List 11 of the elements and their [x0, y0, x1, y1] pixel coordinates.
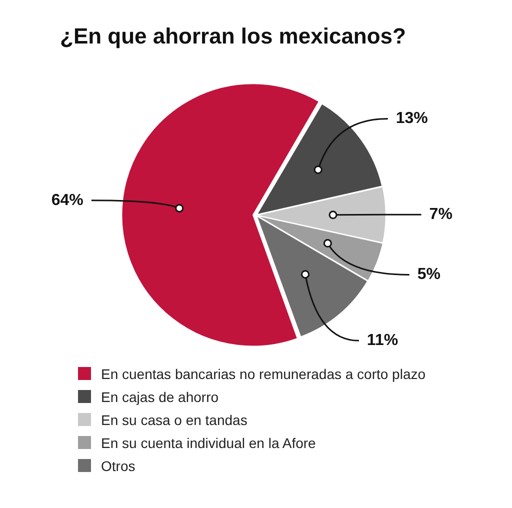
legend-label: Otros	[101, 458, 136, 474]
legend-label: En su casa o en tandas	[101, 412, 248, 428]
legend-label: En cuentas bancarias no remuneradas a corto plazo	[101, 366, 426, 382]
legend-label: En su cuenta individual en la Afore	[101, 434, 316, 450]
chart-title: ¿En que ahorran los mexicanos?	[60, 23, 406, 48]
data-label: 13%	[396, 110, 428, 128]
data-label: 64%	[51, 192, 84, 209]
data-label: 11%	[366, 332, 398, 350]
legend-label: En cajas de ahorro	[101, 388, 219, 404]
data-label: 7%	[429, 206, 452, 224]
data-label: 5%	[417, 266, 440, 284]
